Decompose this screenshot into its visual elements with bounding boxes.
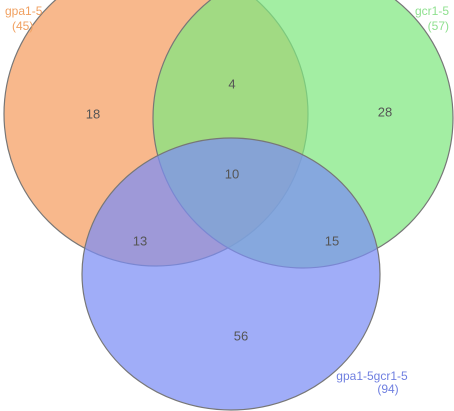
set-count: (57) [428, 19, 449, 33]
set-count: (45) [12, 19, 33, 33]
region-count: 56 [234, 328, 248, 343]
region-count: 15 [325, 233, 339, 248]
set-circle [81, 137, 381, 411]
set-name: gpa1-5 [5, 4, 43, 18]
set-name: gcr1-5 [415, 4, 449, 18]
region-count: 4 [228, 76, 235, 91]
region-count: 28 [378, 104, 392, 119]
region-count: 18 [86, 106, 100, 121]
region-count: 13 [133, 233, 147, 248]
region-count: 10 [225, 166, 239, 181]
set-name: gpa1-5gcr1-5 [336, 369, 408, 383]
set-count: (94) [377, 382, 398, 396]
